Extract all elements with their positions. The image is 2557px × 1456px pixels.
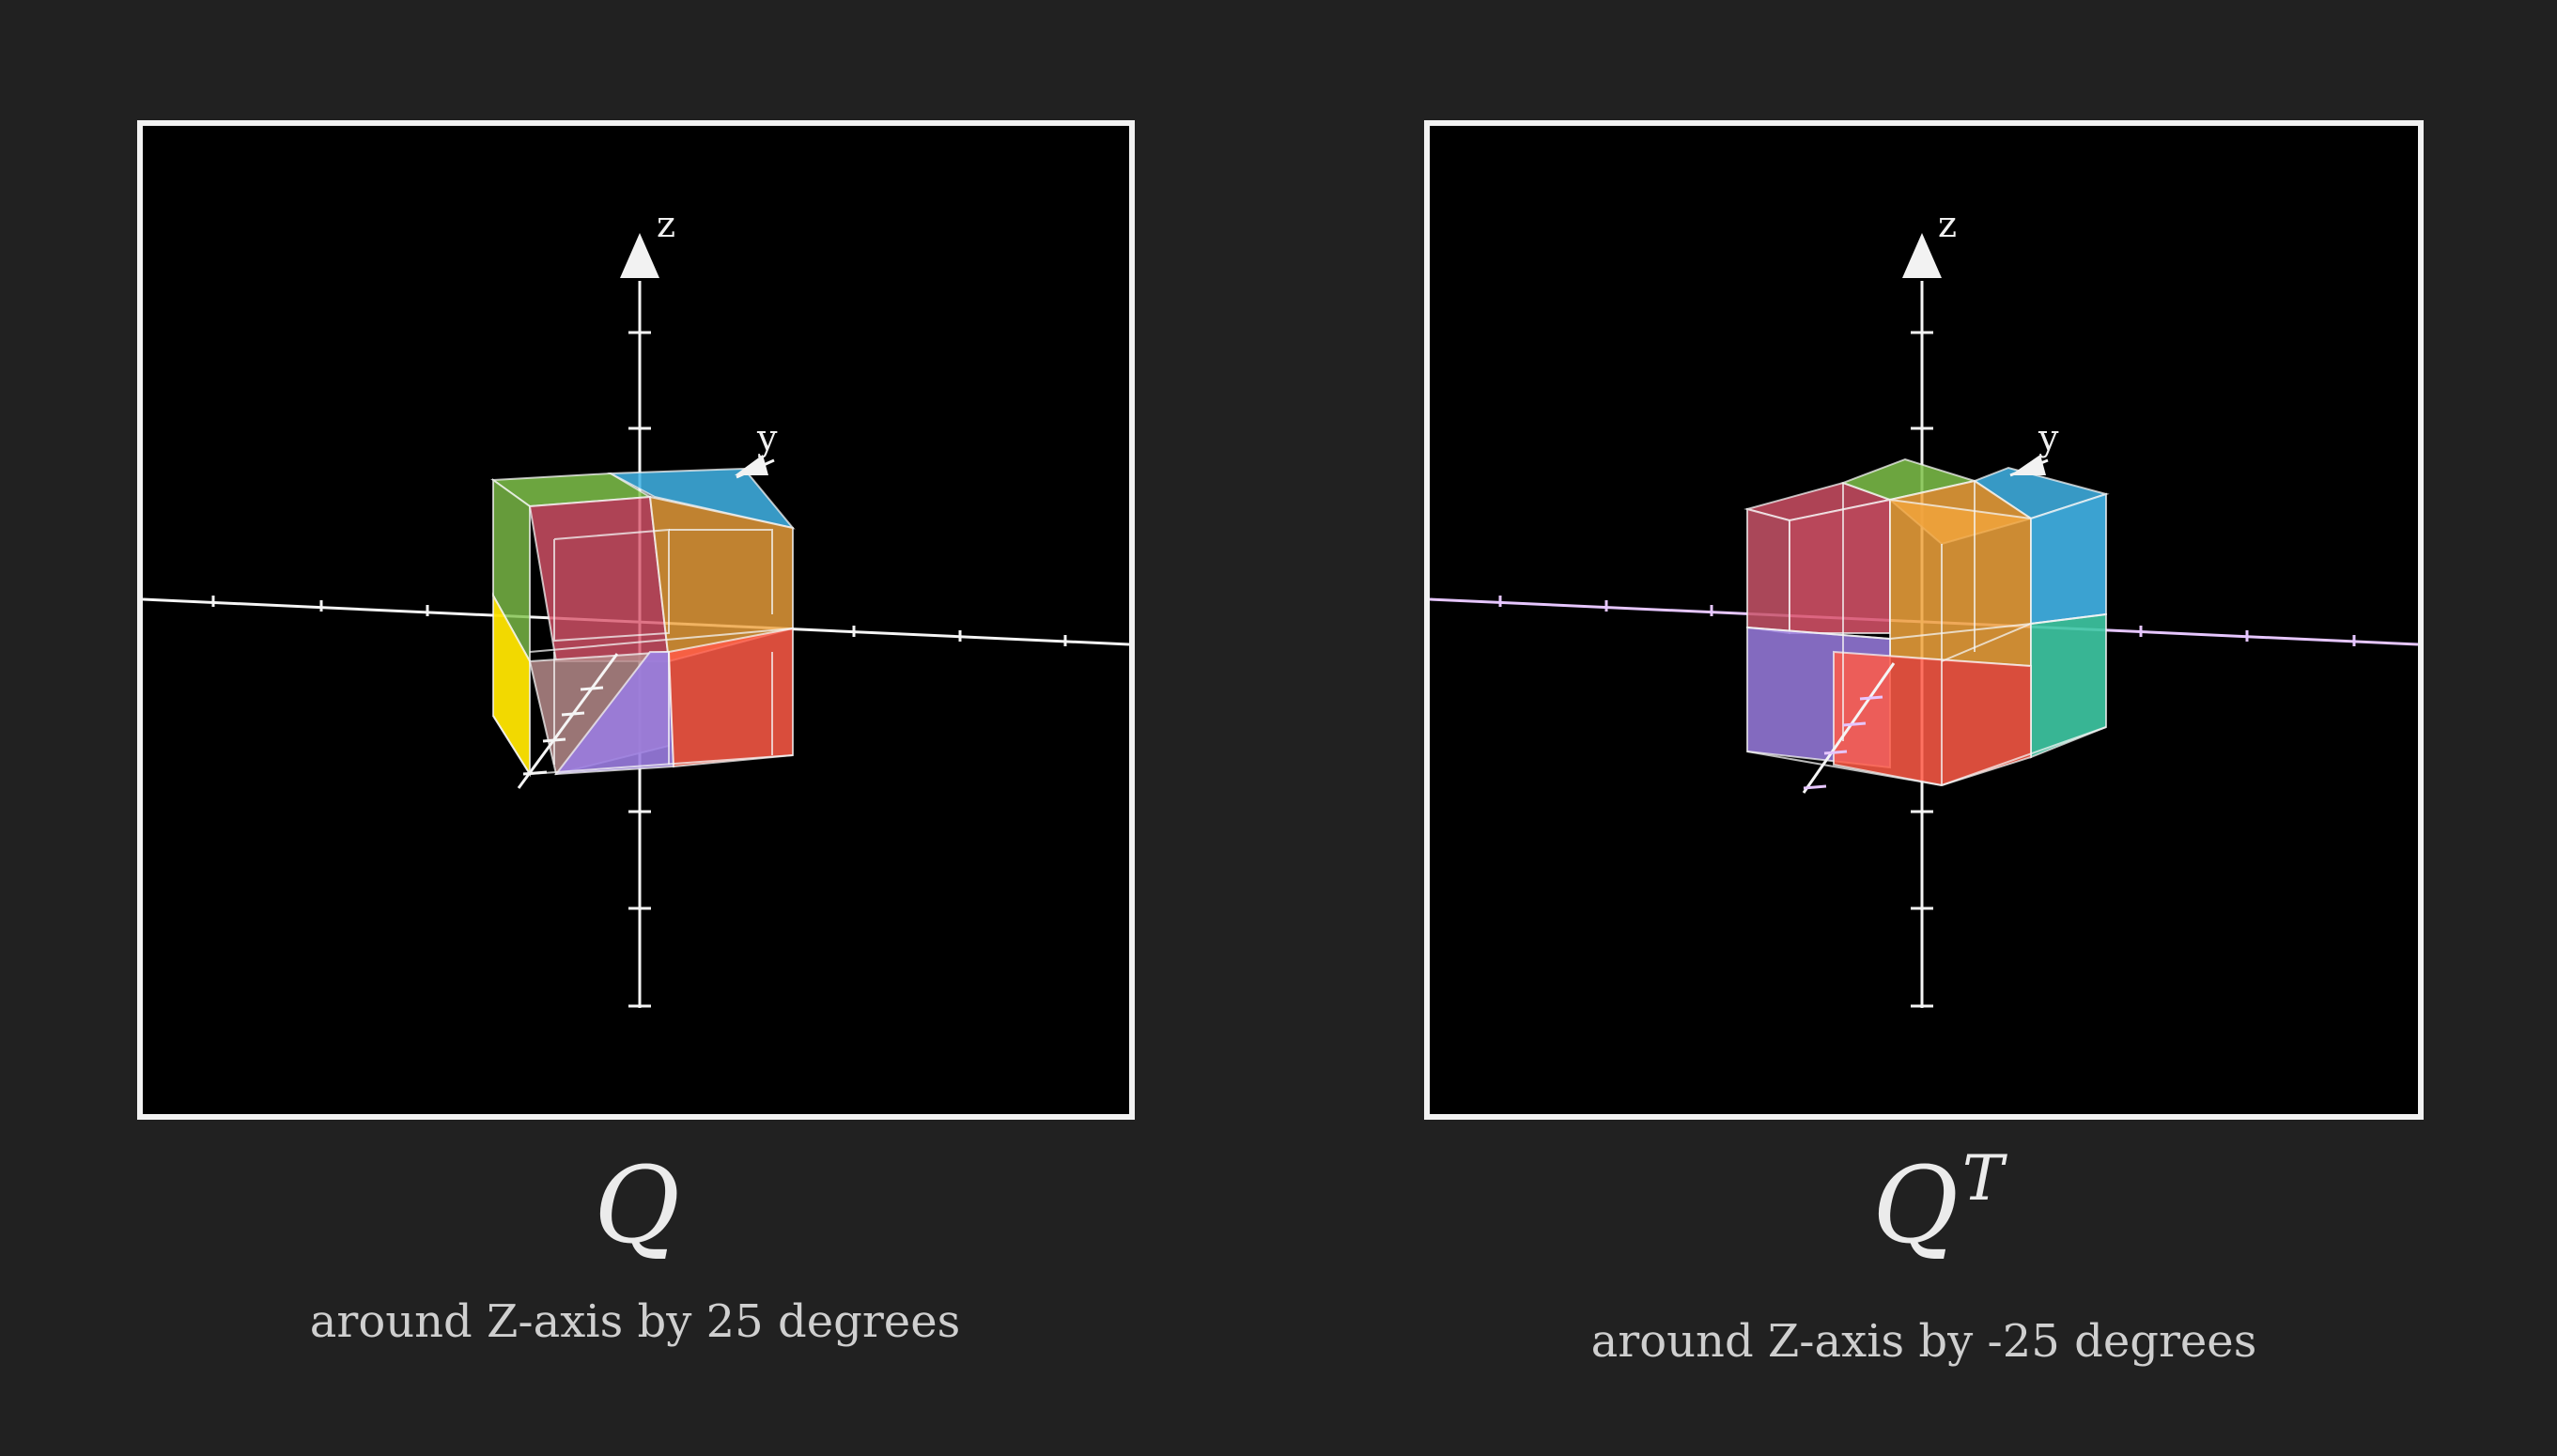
- x-axis-ticks: [1498, 596, 2356, 646]
- y-axis-arrowhead: [2010, 455, 2046, 475]
- cube-front-pink: [1746, 507, 1790, 635]
- z-axis-label: z: [657, 204, 675, 245]
- rotated-cube-scene-q: z: [143, 204, 1129, 1008]
- rotated-cube-scene-qt: z: [1430, 204, 2418, 1008]
- x-axis-ticks: [211, 596, 1067, 646]
- rotated-cube-q: [490, 467, 796, 778]
- matrix-symbol: Q: [1872, 1145, 1959, 1267]
- rotation-caption-qt: around Z-axis by -25 degrees: [1590, 1315, 2257, 1368]
- scene-panel-qt: z: [1424, 120, 2424, 1120]
- z-axis-ticks: [1911, 331, 1933, 1008]
- matrix-label-qt: QT: [1830, 1148, 2046, 1260]
- cube-front-red: [1833, 650, 2032, 787]
- y-axis: [1802, 662, 1896, 794]
- scene-panel-q: z: [137, 120, 1135, 1120]
- z-axis-label: z: [1938, 204, 1957, 245]
- cube-front-orange: [1889, 498, 2032, 668]
- y-axis-label: y: [2038, 417, 2059, 458]
- y-axis-arrowhead: [735, 455, 768, 475]
- y-axis-label: y: [756, 417, 778, 458]
- cube-front-red: [667, 627, 794, 768]
- z-axis-arrowhead: [620, 233, 659, 278]
- matrix-symbol: Q: [594, 1145, 680, 1267]
- rotation-caption-q: around Z-axis by 25 degrees: [309, 1295, 961, 1348]
- cube-front-pink-inner: [1789, 498, 1891, 634]
- y-axis-ticks: [522, 686, 604, 776]
- y-axis: [517, 653, 619, 789]
- matrix-transpose-superscript: T: [1961, 1142, 2004, 1215]
- z-axis-ticks: [628, 331, 651, 1008]
- matrix-label-q: Q: [543, 1154, 731, 1259]
- rotated-cube-qt: [1743, 457, 2110, 787]
- z-axis-arrowhead: [1902, 233, 1942, 278]
- cube-front-pink: [528, 495, 671, 662]
- cube-right-teal: [2030, 612, 2107, 759]
- y-axis-ticks: [1803, 695, 1883, 790]
